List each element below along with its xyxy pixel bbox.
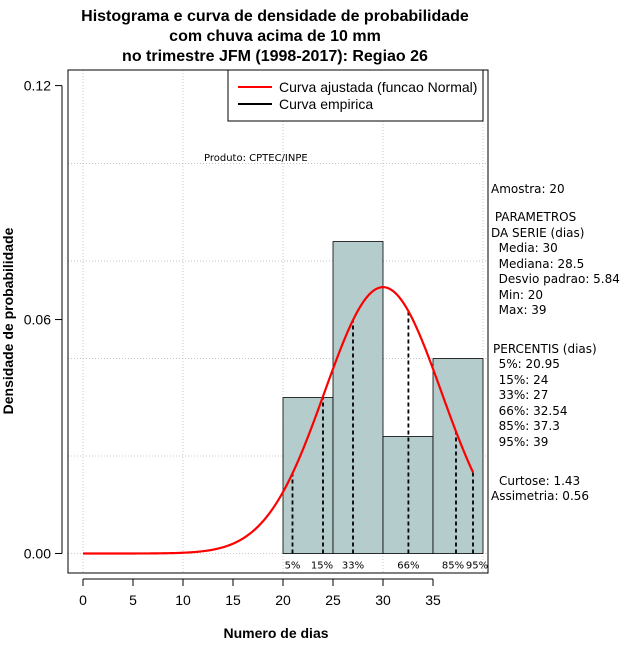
x-tick-label: 35: [425, 592, 441, 608]
stat-line: 66%: 32.54: [491, 403, 568, 418]
x-tick-label: 10: [175, 592, 191, 608]
x-tick-label: 5: [129, 592, 137, 608]
x-tick-label: 30: [375, 592, 391, 608]
stat-amostra: Amostra: 20: [491, 182, 565, 196]
stat-line: 85%: 37.3: [491, 419, 560, 433]
stat-line: 33%: 27: [491, 388, 549, 402]
y-axis-label: Densidade de probabilidade: [0, 227, 16, 414]
chart-title: Histograma e curva de densidade de proba…: [81, 8, 469, 65]
stat-line: 15%: 24: [491, 372, 549, 387]
x-tick-label: 0: [79, 592, 87, 608]
stat-line: Desvio padrao: 5.84: [491, 272, 620, 286]
stat-line: Mediana: 28.5: [491, 256, 585, 271]
stat-curtose: Curtose: 1.43: [499, 474, 581, 488]
stat-line: Min: 20: [491, 287, 544, 302]
legend-box: [227, 69, 484, 122]
legend-label-empirica: Curva empirica: [279, 96, 373, 112]
percentile-label: 33%: [342, 561, 364, 572]
y-tick-label: 0.06: [24, 312, 51, 328]
y-tick-label: 0.12: [24, 78, 51, 94]
axes: 0 5 10 15 20 25 30 35 0.00 0.06 0.12: [24, 78, 441, 608]
stat-assimetria: Assimetria: 0.56: [491, 489, 590, 503]
legend-label-normal: Curva ajustada (funcao Normal): [279, 79, 477, 95]
title-line-3: no trimestre JFM (1998-2017): Regiao 26: [122, 48, 428, 65]
y-tick-label: 0.00: [24, 546, 51, 562]
stat-parametros-title: PARAMETROS DA SERIE (dias): [491, 210, 585, 240]
percentile-label: 15%: [311, 561, 333, 572]
percentile-label: 66%: [397, 561, 419, 572]
stat-line: Media: 30: [491, 241, 558, 255]
stat-line: 95%: 39: [491, 434, 549, 449]
percentile-lines: 5% 15% 33% 66% 85% 95%: [285, 311, 488, 572]
percentile-label: 95%: [466, 561, 488, 572]
normal-curve: [83, 286, 474, 555]
stat-line: Max: 39: [491, 303, 547, 317]
x-axis-label: Numero de dias: [223, 625, 328, 641]
stat-parametros-list: Media: 30 Mediana: 28.5 Desvio padrao: 5…: [491, 241, 620, 319]
percentile-label: 85%: [442, 561, 464, 572]
stat-line: 5%: 20.95: [491, 357, 560, 371]
x-tick-label: 25: [325, 592, 341, 608]
x-tick-label: 20: [275, 592, 291, 608]
annotation-text: Produto: CPTEC/INPE: [204, 153, 308, 164]
histogram-bar: [332, 241, 384, 554]
stat-percentis-title: PERCENTIS (dias): [493, 342, 597, 356]
title-line-1: Histograma e curva de densidade de proba…: [81, 8, 469, 25]
legend: Curva ajustada (funcao Normal) Curva emp…: [227, 69, 484, 122]
stat-percentis-list: 5%: 20.95 15%: 24 33%: 27 66%: 32.54 85%…: [491, 357, 568, 450]
percentile-label: 5%: [285, 561, 301, 572]
histogram-bars: [282, 241, 484, 554]
x-tick-label: 15: [225, 592, 241, 608]
title-line-2: com chuva acima de 10 mm: [169, 28, 381, 45]
normal-curve-group: [83, 286, 474, 555]
